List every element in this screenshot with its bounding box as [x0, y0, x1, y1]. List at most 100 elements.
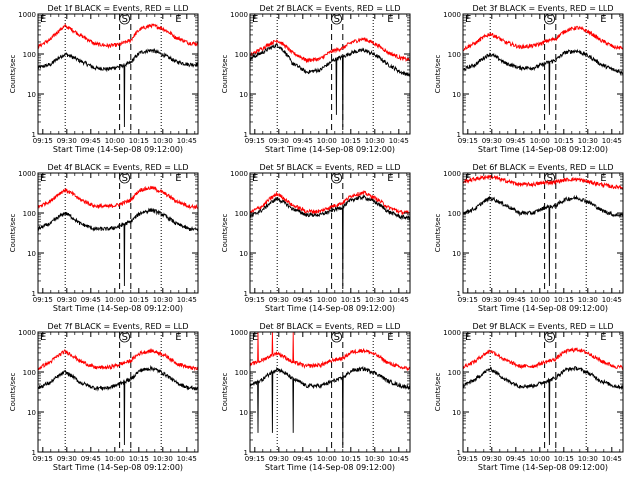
plot-frame: [37, 13, 199, 135]
plot-frame: [37, 331, 199, 453]
marker-middle-label: S: [547, 332, 553, 343]
x-tick-label: 10:15: [129, 296, 149, 304]
x-tick-label: 10:45: [177, 296, 197, 304]
x-axis-label: Start Time (14-Sep-08 09:12:00): [53, 145, 183, 154]
panel-title: Det 8f BLACK = Events, RED = LLD: [259, 322, 400, 331]
x-tick-label: 09:45: [81, 296, 101, 304]
x-tick-label: 10:15: [129, 455, 149, 463]
x-tick-label: 10:45: [602, 296, 622, 304]
y-tick-label: 1: [32, 449, 36, 457]
y-tick-label: 100: [448, 51, 461, 59]
y-tick-label: 1: [457, 131, 461, 139]
y-tick-label: 10: [239, 250, 248, 258]
y-axis-label: Counts/sec: [434, 55, 442, 94]
x-tick-label: 09:15: [458, 296, 478, 304]
x-tick-label: 10:00: [317, 455, 337, 463]
x-tick-label: 09:30: [269, 455, 289, 463]
panel-title: Det 4f BLACK = Events, RED = LLD: [47, 163, 188, 172]
y-tick-label: 1: [457, 290, 461, 298]
x-tick-label: 09:30: [482, 137, 502, 145]
y-tick-label: 1: [457, 449, 461, 457]
y-tick-label: 100: [235, 51, 248, 59]
marker-middle-label: S: [122, 332, 128, 343]
x-tick-label: 09:15: [33, 137, 53, 145]
x-tick-label: 10:00: [317, 296, 337, 304]
series-line-lld: [37, 23, 199, 50]
series-line-lld: [249, 331, 411, 372]
series-line-events: [249, 365, 411, 446]
x-tick-label: 10:45: [389, 455, 409, 463]
series-line-lld: [37, 185, 199, 211]
x-tick-label: 10:30: [578, 455, 598, 463]
x-axis-label: Start Time (14-Sep-08 09:12:00): [478, 463, 608, 472]
x-tick-label: 09:45: [506, 296, 526, 304]
marker-start-label: E: [465, 173, 471, 184]
y-tick-label: 10: [452, 91, 461, 99]
y-tick-label: 1000: [230, 11, 248, 19]
y-tick-label: 10: [239, 91, 248, 99]
y-tick-label: 1: [32, 131, 36, 139]
x-axis-label: Start Time (14-Sep-08 09:12:00): [53, 304, 183, 313]
panel-title: Det 2f BLACK = Events, RED = LLD: [259, 4, 400, 13]
x-tick-label: 10:00: [530, 137, 550, 145]
y-tick-label: 100: [448, 210, 461, 218]
x-tick-label: 10:30: [365, 296, 385, 304]
x-tick-label: 10:45: [177, 455, 197, 463]
x-tick-label: 10:45: [177, 137, 197, 145]
x-tick-label: 10:45: [602, 137, 622, 145]
y-tick-label: 1000: [18, 11, 36, 19]
series-line-lld: [249, 189, 411, 215]
x-tick-label: 10:45: [602, 455, 622, 463]
y-tick-label: 1000: [230, 329, 248, 337]
series-line-events: [462, 48, 624, 115]
x-tick-label: 10:00: [105, 137, 125, 145]
x-axis-label: Start Time (14-Sep-08 09:12:00): [478, 304, 608, 313]
x-tick-label: 10:30: [365, 137, 385, 145]
y-tick-label: 10: [452, 250, 461, 258]
x-axis-label: Start Time (14-Sep-08 09:12:00): [265, 145, 395, 154]
y-axis-label: Counts/sec: [434, 373, 442, 412]
y-tick-label: 10: [27, 91, 36, 99]
x-tick-label: 09:30: [57, 296, 77, 304]
x-tick-label: 10:00: [530, 455, 550, 463]
marker-start-label: E: [40, 173, 46, 184]
y-tick-label: 1000: [443, 329, 461, 337]
marker-end-label: E: [600, 332, 606, 343]
x-axis-label: Start Time (14-Sep-08 09:12:00): [478, 145, 608, 154]
y-tick-label: 1: [244, 131, 248, 139]
x-tick-label: 10:30: [153, 296, 173, 304]
plot-frame: [37, 172, 199, 294]
x-tick-label: 10:15: [554, 296, 574, 304]
series-line-events: [37, 47, 199, 128]
marker-end-label: E: [387, 332, 393, 343]
x-tick-label: 10:00: [105, 296, 125, 304]
x-tick-label: 10:45: [389, 137, 409, 145]
plot-frame: [462, 331, 624, 453]
x-tick-label: 10:15: [554, 455, 574, 463]
plot-frame: [462, 13, 624, 135]
series-line-events: [37, 364, 199, 446]
x-tick-label: 09:15: [245, 296, 265, 304]
marker-end-label: E: [175, 332, 181, 343]
x-tick-label: 09:15: [33, 455, 53, 463]
series-line-lld: [462, 346, 624, 371]
marker-middle-label: S: [547, 14, 553, 25]
marker-middle-label: S: [122, 173, 128, 184]
x-tick-label: 10:30: [365, 455, 385, 463]
marker-middle-label: S: [334, 332, 340, 343]
marker-start-label: E: [465, 332, 471, 343]
marker-start-label: E: [40, 332, 46, 343]
y-tick-label: 1000: [443, 11, 461, 19]
y-axis-label: Counts/sec: [9, 55, 17, 94]
y-tick-label: 1000: [443, 170, 461, 178]
x-tick-label: 09:30: [57, 137, 77, 145]
series-line-events: [462, 366, 624, 446]
y-axis-label: Counts/sec: [221, 55, 229, 94]
marker-end-label: E: [387, 14, 393, 25]
x-tick-label: 10:00: [530, 296, 550, 304]
x-tick-label: 09:30: [57, 455, 77, 463]
